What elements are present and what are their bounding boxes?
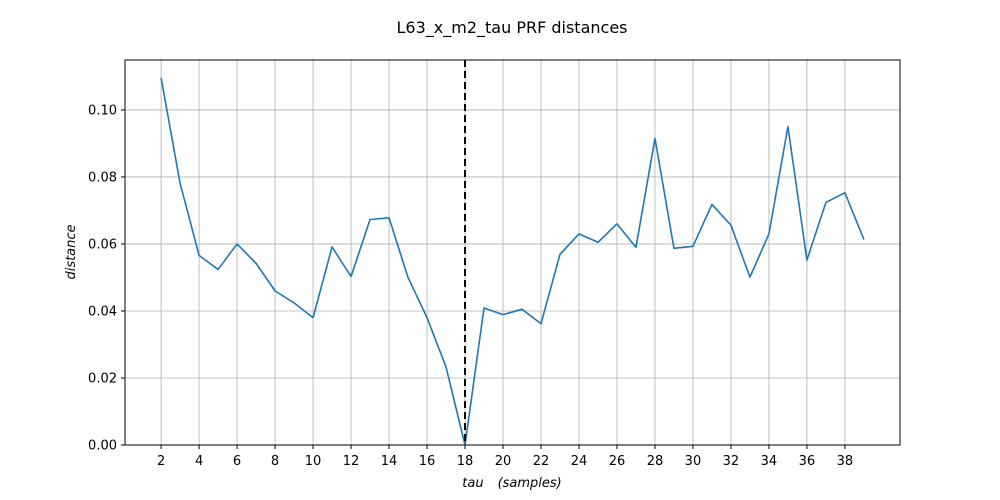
x-tick-label: 36 (799, 454, 816, 469)
x-axis-label: tau (samples) (462, 476, 562, 491)
chart-title: L63_x_m2_tau PRF distances (397, 18, 628, 38)
x-tick-label: 8 (271, 454, 279, 469)
y-tick-label: 0.04 (88, 304, 117, 319)
y-tick-label: 0.02 (88, 371, 117, 386)
x-tick-label: 14 (381, 454, 398, 469)
x-axis-label-var: tau (462, 476, 483, 491)
y-tick-label: 0.00 (88, 439, 117, 454)
x-tick-label: 6 (233, 454, 241, 469)
series-line (160, 77, 865, 446)
grid (125, 60, 900, 446)
x-tick-label: 22 (533, 454, 550, 469)
x-tick-label: 24 (571, 454, 588, 469)
x-tick-label: 12 (343, 454, 360, 469)
x-tick-label: 38 (837, 454, 854, 469)
ticks: 2 4 6 8 10 12 14 16 18 20 22 24 26 28 30 32 34 36 380.000.… (88, 103, 853, 469)
y-tick-label: 0.10 (88, 103, 117, 118)
series-layer (160, 77, 865, 446)
x-tick-label: 32 (723, 454, 740, 469)
y-tick-label: 0.08 (88, 170, 117, 185)
x-tick-label: 30 (685, 454, 702, 469)
y-axis-label: distance (64, 224, 79, 279)
x-tick-label: 4 (195, 454, 203, 469)
x-tick-label: 10 (305, 454, 322, 469)
x-tick-label: 28 (647, 454, 664, 469)
x-tick-label: 34 (761, 454, 778, 469)
x-tick-label: 2 (157, 454, 165, 469)
x-tick-label: 18 (457, 454, 474, 469)
x-axis-label-unit: (samples) (498, 476, 562, 491)
plot-frame (124, 59, 901, 446)
x-tick-label: 26 (609, 454, 626, 469)
x-tick-label: 16 (419, 454, 436, 469)
x-tick-label: 20 (495, 454, 512, 469)
y-tick-label: 0.06 (88, 237, 117, 252)
